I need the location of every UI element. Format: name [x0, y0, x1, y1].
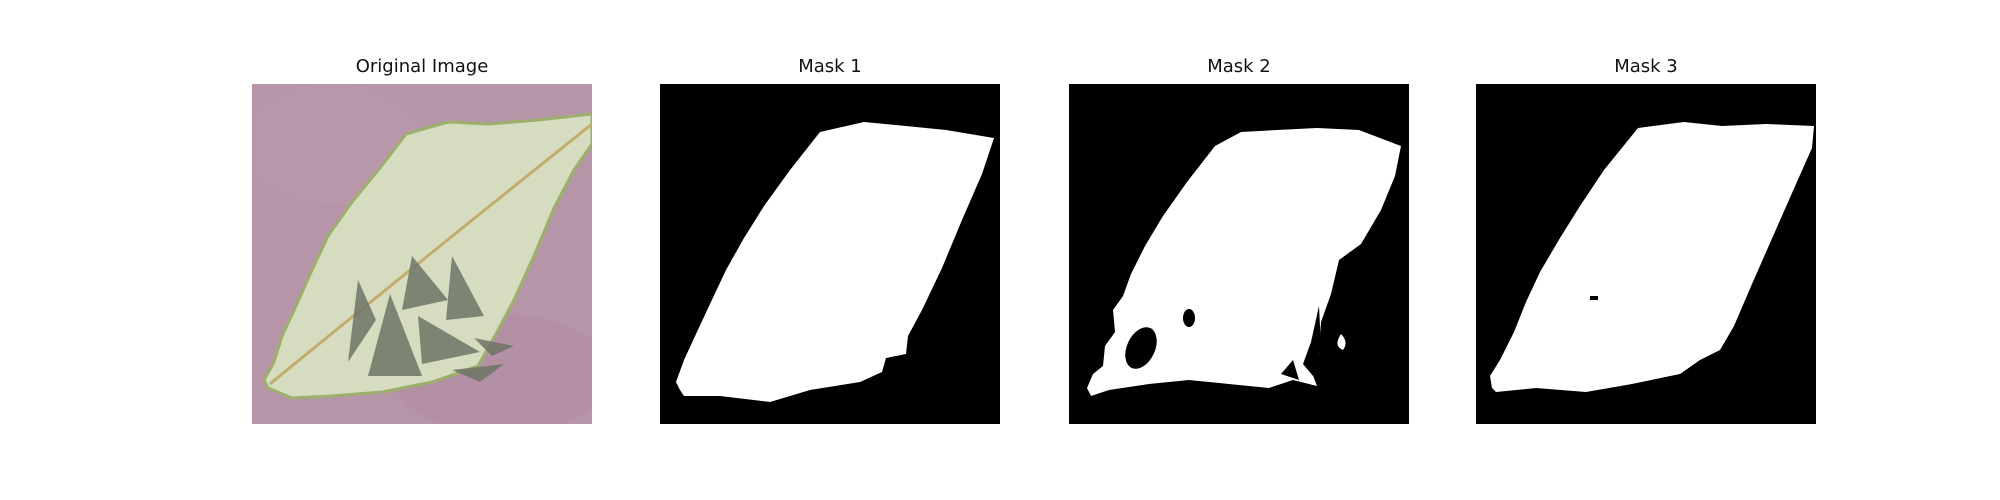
shadow-triangle: [446, 256, 484, 320]
panel-title: Original Image: [355, 56, 489, 77]
mask-2-image: [1069, 84, 1409, 424]
shadow-triangle: [368, 294, 422, 376]
mask-1-image: [660, 84, 1000, 424]
mask-3: [1476, 84, 1816, 424]
leaf-photo: [252, 84, 592, 424]
mask-region: [1490, 122, 1814, 392]
shadow-triangle: [348, 280, 376, 362]
shadow-triangle: [452, 364, 504, 382]
shadow-triangle: [402, 256, 448, 310]
shadow-triangle: [418, 316, 480, 364]
mask-1: [660, 84, 1000, 424]
mask-region: [676, 122, 994, 402]
mask-hole: [1125, 327, 1157, 369]
mask-region: [1087, 128, 1401, 396]
mask-hole: [1183, 309, 1195, 327]
mask-3-image: [1476, 84, 1816, 424]
mask-hole: [1281, 360, 1299, 380]
mask-hole: [1590, 296, 1598, 300]
mask-hole: [1303, 306, 1321, 376]
panel-title: Mask 2: [1207, 56, 1271, 77]
panel-title: Mask 1: [798, 56, 862, 77]
mask-2: [1069, 84, 1409, 424]
panel-title: Mask 3: [1614, 56, 1678, 77]
shadow-triangle: [474, 338, 514, 356]
original-leaf-image: [252, 84, 592, 424]
mask-fragment: [1337, 334, 1346, 350]
